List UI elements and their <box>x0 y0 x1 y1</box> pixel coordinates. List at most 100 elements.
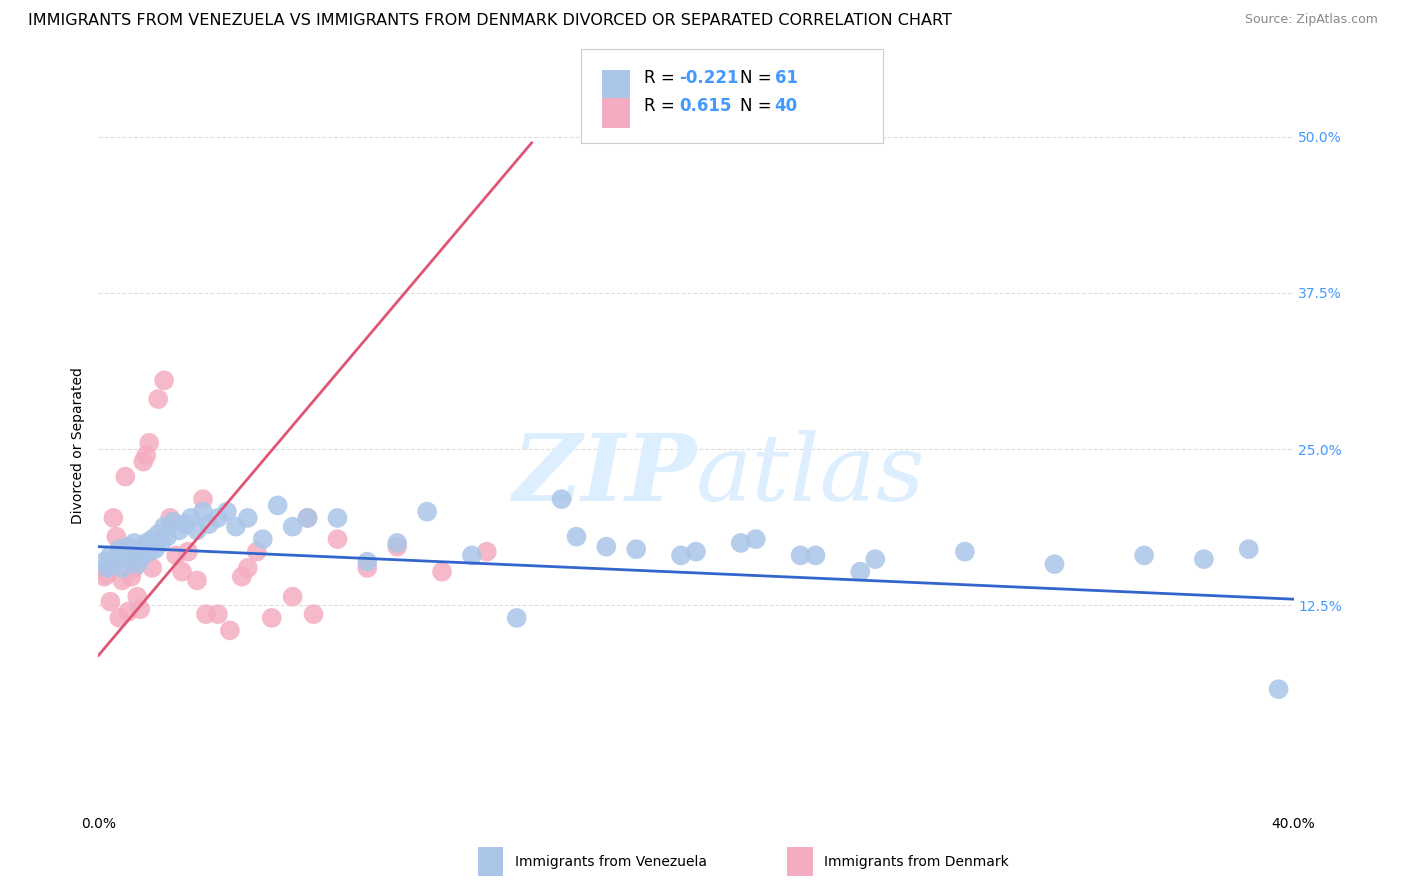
Y-axis label: Divorced or Separated: Divorced or Separated <box>72 368 86 524</box>
Point <box>114 550 136 565</box>
Point <box>127 557 149 571</box>
Text: R =: R = <box>644 69 681 87</box>
Text: IMMIGRANTS FROM VENEZUELA VS IMMIGRANTS FROM DENMARK DIVORCED OR SEPARATED CORRE: IMMIGRANTS FROM VENEZUELA VS IMMIGRANTS … <box>28 13 952 29</box>
Text: Immigrants from Venezuela: Immigrants from Venezuela <box>515 855 707 869</box>
Point <box>120 546 142 560</box>
Point <box>1237 542 1260 557</box>
Point <box>165 549 187 563</box>
Point <box>225 519 247 533</box>
Point <box>135 449 157 463</box>
Point <box>191 492 214 507</box>
Text: 40: 40 <box>775 96 797 115</box>
Point <box>100 549 122 563</box>
Point <box>186 524 208 538</box>
Point <box>162 515 184 529</box>
Text: Source: ZipAtlas.com: Source: ZipAtlas.com <box>1244 13 1378 27</box>
Text: Immigrants from Denmark: Immigrants from Denmark <box>824 855 1008 869</box>
Point <box>804 549 827 563</box>
Point <box>186 574 208 588</box>
Point <box>685 544 707 558</box>
Point <box>246 544 269 558</box>
Point <box>236 561 259 575</box>
Point <box>148 527 170 541</box>
Point <box>385 540 409 554</box>
Point <box>117 605 139 619</box>
Point <box>103 511 125 525</box>
Text: ZIP: ZIP <box>512 430 696 520</box>
Point <box>326 532 349 546</box>
Point <box>141 532 163 546</box>
Point <box>356 561 378 575</box>
Text: 0.615: 0.615 <box>679 96 731 115</box>
Point <box>124 561 146 575</box>
Point <box>159 511 181 525</box>
Point <box>626 542 648 557</box>
Point <box>1267 682 1289 697</box>
Point <box>281 590 304 604</box>
Point <box>849 565 872 579</box>
Point <box>167 524 190 538</box>
Point <box>302 607 325 622</box>
Point <box>96 567 118 582</box>
Point <box>129 602 152 616</box>
Point <box>207 511 229 525</box>
Point <box>132 455 155 469</box>
Point <box>111 561 134 575</box>
Point <box>177 544 200 558</box>
Point <box>267 499 290 513</box>
Point <box>156 530 179 544</box>
Point <box>260 611 283 625</box>
Point <box>953 544 976 558</box>
Point <box>180 511 202 525</box>
Point <box>127 590 149 604</box>
Point <box>117 540 139 554</box>
Point <box>103 557 125 571</box>
Point <box>326 511 349 525</box>
Point <box>111 574 134 588</box>
Point <box>153 519 176 533</box>
Text: -0.221: -0.221 <box>679 69 738 87</box>
Point <box>138 435 160 450</box>
Point <box>865 552 887 566</box>
Point <box>297 511 319 525</box>
Point <box>141 561 163 575</box>
Point <box>595 540 617 554</box>
Point <box>475 544 498 558</box>
Point <box>745 532 768 546</box>
Point <box>129 550 152 565</box>
Point <box>356 555 378 569</box>
Text: R =: R = <box>644 96 681 115</box>
Point <box>207 607 229 622</box>
Point <box>120 569 142 583</box>
Point <box>174 517 197 532</box>
Point <box>416 505 439 519</box>
Point <box>430 565 453 579</box>
Point <box>789 549 811 563</box>
Point <box>281 519 304 533</box>
Text: N =: N = <box>740 69 776 87</box>
Point <box>730 536 752 550</box>
Point <box>236 511 259 525</box>
Point <box>132 542 155 557</box>
Point <box>252 532 274 546</box>
Point <box>135 536 157 550</box>
Point <box>105 552 128 566</box>
Point <box>1133 549 1156 563</box>
Text: atlas: atlas <box>696 430 925 520</box>
Point <box>669 549 692 563</box>
Point <box>215 505 238 519</box>
Point <box>506 611 529 625</box>
Text: N =: N = <box>740 96 776 115</box>
Point <box>105 530 128 544</box>
Point <box>93 569 115 583</box>
Text: 61: 61 <box>775 69 797 87</box>
Point <box>1192 552 1215 566</box>
Point <box>219 624 242 638</box>
Point <box>172 565 194 579</box>
Point <box>565 530 588 544</box>
Point <box>108 542 131 557</box>
Point <box>124 536 146 550</box>
Point <box>96 561 118 575</box>
Point <box>138 544 160 558</box>
Point <box>231 569 253 583</box>
